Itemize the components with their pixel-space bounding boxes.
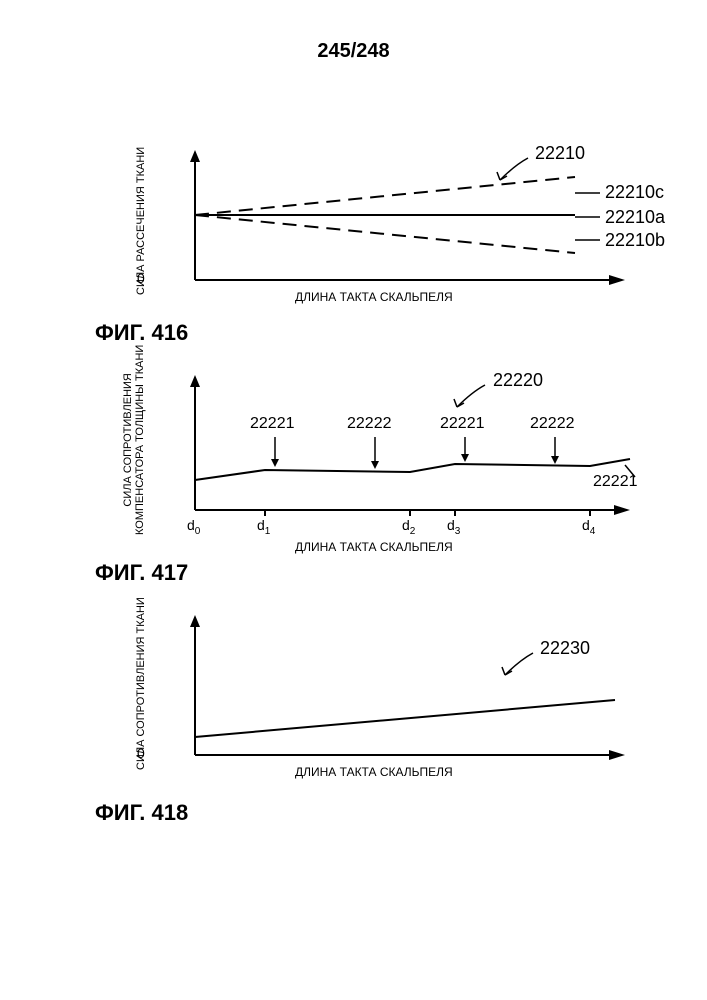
fig417-tick-d0: d0 <box>187 517 200 537</box>
fig416-caption: ФИГ. 416 <box>95 320 188 346</box>
fig417-label-22221-b: 22221 <box>440 415 485 433</box>
fig416-callout-a: 22210a <box>605 207 665 228</box>
fig417-tick-d2: d2 <box>402 517 415 537</box>
fig416-xlabel: ДЛИНА ТАКТА СКАЛЬПЕЛЯ <box>295 290 453 304</box>
figure-417: СИЛА СОПРОТИВЛЕНИЯ КОМПЕНСАТОРА ТОЛЩИНЫ … <box>95 365 635 565</box>
page: 245/248 СИЛА РАССЕЧЕНИЯ ТКАНИ 0 <box>0 0 707 1000</box>
fig417-label-22221-a: 22221 <box>250 415 295 433</box>
fig417-callout-end: 22221 <box>593 473 638 491</box>
fig417-plot <box>135 365 655 555</box>
fig416-callout-c: 22210c <box>605 182 664 203</box>
fig417-label-22222-a: 22222 <box>347 415 392 433</box>
fig417-caption: ФИГ. 417 <box>95 560 188 586</box>
fig417-label-22222-b: 22222 <box>530 415 575 433</box>
fig418-callout-main: 22230 <box>540 638 590 659</box>
page-number: 245/248 <box>0 40 707 63</box>
fig418-caption: ФИГ. 418 <box>95 800 188 826</box>
fig416-callout-main: 22210 <box>535 143 585 164</box>
fig416-plot <box>135 140 635 300</box>
fig418-plot <box>135 605 635 785</box>
fig418-xlabel: ДЛИНА ТАКТА СКАЛЬПЕЛЯ <box>295 765 453 779</box>
fig417-callout-main: 22220 <box>493 370 543 391</box>
figure-418: СИЛА СОПРОТИВЛЕНИЯ ТКАНИ 0 22230 ДЛИНА Т… <box>95 605 635 805</box>
fig417-tick-d3: d3 <box>447 517 460 537</box>
fig417-tick-d4: d4 <box>582 517 595 537</box>
figure-416: СИЛА РАССЕЧЕНИЯ ТКАНИ 0 <box>95 140 635 320</box>
fig417-xlabel: ДЛИНА ТАКТА СКАЛЬПЕЛЯ <box>295 540 453 554</box>
fig417-tick-d1: d1 <box>257 517 270 537</box>
fig416-callout-b: 22210b <box>605 230 665 251</box>
